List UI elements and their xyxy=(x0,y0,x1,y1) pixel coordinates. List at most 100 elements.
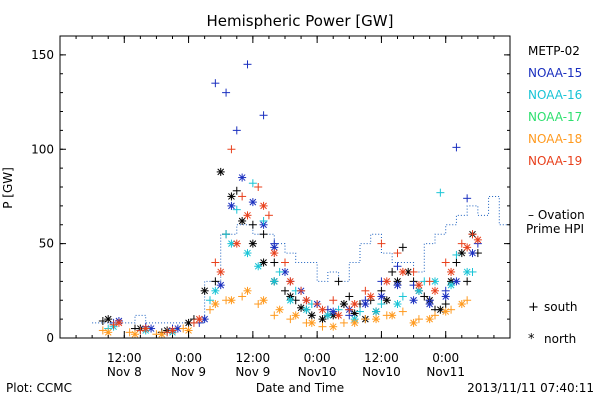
south-point xyxy=(232,205,241,214)
north-point xyxy=(141,324,150,333)
south-point xyxy=(377,239,386,248)
north-point xyxy=(441,307,450,316)
south-point xyxy=(420,292,429,301)
south-point xyxy=(270,258,279,267)
south-point xyxy=(398,292,407,301)
north-marker-label: north xyxy=(544,332,576,346)
south-point xyxy=(457,239,466,248)
y-tick-label: 150 xyxy=(31,48,54,62)
south-point xyxy=(345,292,354,301)
south-point xyxy=(398,307,407,316)
south-point xyxy=(377,300,386,309)
north-point xyxy=(232,239,241,248)
south-point xyxy=(254,183,263,191)
y-tick-label: 0 xyxy=(46,331,54,345)
north-point xyxy=(131,330,139,339)
south-point xyxy=(334,277,343,286)
north-point xyxy=(425,300,434,309)
legend: METP-02 NOAA-15 NOAA-16 NOAA-17 NOAA-18 NOAA-… xyxy=(528,44,582,168)
south-point xyxy=(259,230,268,239)
north-point xyxy=(350,318,359,327)
south-point xyxy=(463,277,472,286)
south-point xyxy=(98,317,107,326)
north-point xyxy=(409,318,418,327)
south-point xyxy=(441,258,450,267)
north-point xyxy=(259,258,268,267)
south-point xyxy=(452,258,461,267)
south-point xyxy=(281,286,289,295)
north-point xyxy=(447,281,456,290)
x-axis-label: Date and Time xyxy=(256,381,344,395)
south-point xyxy=(227,145,236,154)
north-point xyxy=(431,286,439,295)
north-point xyxy=(377,292,386,301)
north-point xyxy=(414,286,423,295)
x-tick-label-time: 12:00 xyxy=(107,351,142,365)
north-point xyxy=(361,300,370,309)
south-point xyxy=(248,220,257,229)
north-point xyxy=(227,296,236,305)
south-point xyxy=(238,192,247,201)
south-point xyxy=(125,328,134,337)
north-point xyxy=(398,267,407,276)
x-tick-label-time: 0:00 xyxy=(432,351,459,365)
legend-item: NOAA-18 xyxy=(528,132,582,146)
south-point xyxy=(425,277,434,286)
north-point xyxy=(291,311,300,320)
north-point xyxy=(243,286,252,295)
south-point xyxy=(388,267,397,276)
south-point xyxy=(409,267,418,276)
north-point xyxy=(388,311,397,320)
south-point xyxy=(222,230,231,239)
south-point xyxy=(436,188,445,197)
north-point xyxy=(157,330,166,339)
north-point xyxy=(211,300,220,309)
south-point xyxy=(232,126,241,135)
north-point xyxy=(425,315,434,324)
north-point xyxy=(307,311,316,320)
north-point xyxy=(323,311,332,320)
north-point xyxy=(372,307,381,316)
north-point xyxy=(286,296,295,305)
south-point xyxy=(297,286,306,295)
south-point xyxy=(254,300,263,309)
north-point xyxy=(259,296,268,305)
south-point xyxy=(431,311,439,320)
south-point xyxy=(179,324,188,333)
legend-item: NOAA-15 xyxy=(528,66,582,80)
north-point xyxy=(463,243,472,252)
south-point xyxy=(452,143,461,152)
north-point xyxy=(259,201,268,210)
north-point xyxy=(238,173,247,182)
south-point xyxy=(452,250,461,259)
south-point xyxy=(286,315,295,324)
north-point xyxy=(452,277,461,286)
south-point xyxy=(393,249,402,258)
north-point xyxy=(248,198,257,207)
north-point xyxy=(318,315,327,324)
north-point xyxy=(366,292,375,301)
south-point xyxy=(136,326,145,335)
south-point xyxy=(163,328,172,337)
north-point xyxy=(248,239,257,248)
south-point xyxy=(275,267,284,276)
south-point xyxy=(356,307,364,316)
north-point xyxy=(211,286,220,295)
north-point xyxy=(270,277,279,286)
north-point xyxy=(281,267,289,276)
south-point xyxy=(264,211,273,220)
north-point xyxy=(447,267,456,276)
north-point xyxy=(382,296,391,305)
south-marker-symbol: + xyxy=(528,300,539,315)
north-point xyxy=(329,307,338,316)
south-point xyxy=(222,88,231,97)
ovation-label-line2: Prime HPI xyxy=(526,222,584,236)
south-point xyxy=(361,286,370,295)
y-tick-label: 50 xyxy=(39,237,54,251)
north-point xyxy=(393,281,402,290)
north-point xyxy=(307,318,316,327)
north-point xyxy=(243,211,252,220)
north-point xyxy=(382,277,391,286)
south-point xyxy=(206,296,214,305)
